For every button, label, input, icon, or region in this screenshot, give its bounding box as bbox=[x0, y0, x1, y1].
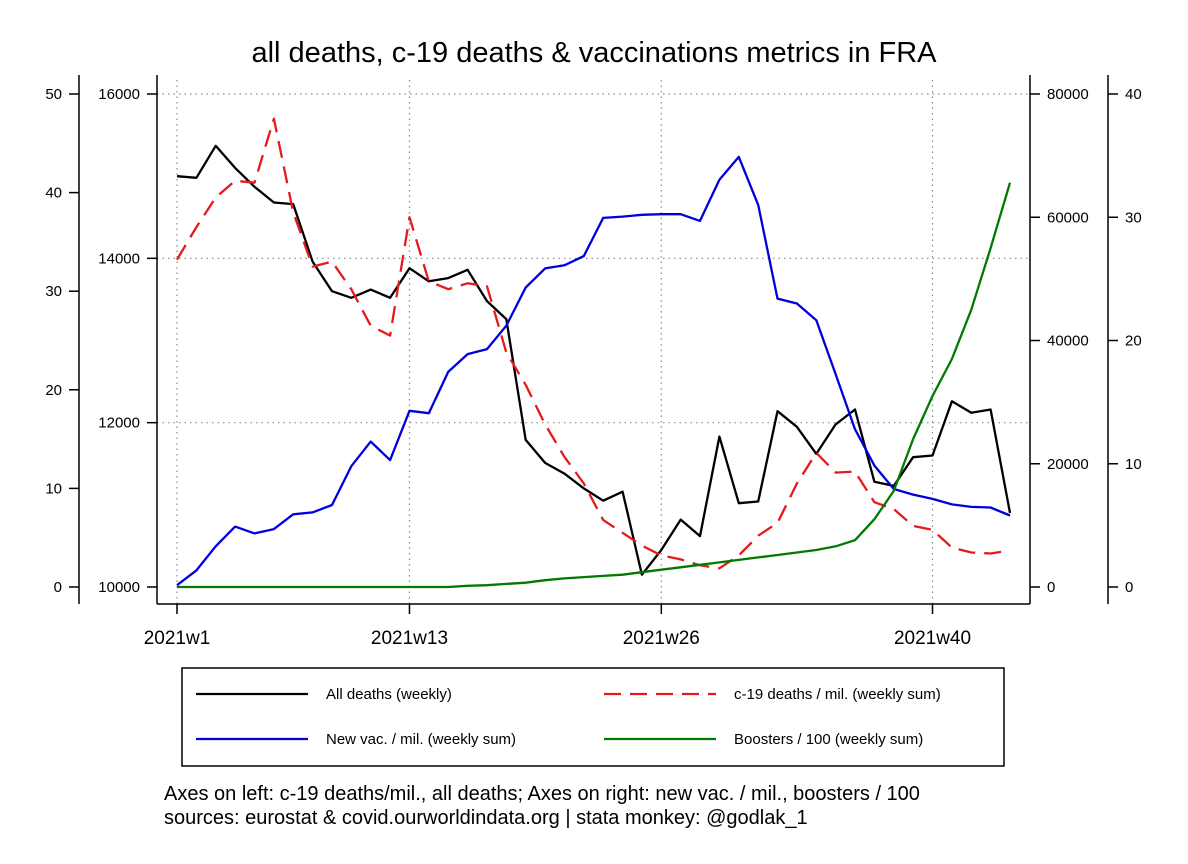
y-tick-label: 80000 bbox=[1047, 86, 1089, 103]
legend-label-2: c-19 deaths / mil. (weekly sum) bbox=[734, 686, 941, 703]
y-tick-label: 14000 bbox=[98, 250, 140, 267]
chart-title: all deaths, c-19 deaths & vaccinations m… bbox=[251, 37, 937, 69]
x-tick-label: 2021w40 bbox=[894, 628, 971, 649]
series-lines bbox=[176, 117, 1012, 589]
y-tick-label: 40 bbox=[1125, 86, 1142, 103]
legend-label-3: New vac. / mil. (weekly sum) bbox=[326, 731, 516, 748]
y-tick-label: 40 bbox=[45, 185, 62, 202]
series-line-2 bbox=[176, 117, 1011, 570]
y-tick-label: 12000 bbox=[98, 415, 140, 432]
x-tick-label: 2021w26 bbox=[623, 628, 700, 649]
y-tick-label: 0 bbox=[1047, 579, 1055, 596]
y-tick-label: 10 bbox=[1125, 456, 1142, 473]
series-line-3 bbox=[176, 155, 1011, 587]
legend: All deaths (weekly) c-19 deaths / mil. (w… bbox=[181, 667, 1005, 767]
y-tick-label: 30 bbox=[1125, 209, 1142, 226]
y-tick-label: 20 bbox=[45, 382, 62, 399]
y-tick-label: 0 bbox=[1125, 579, 1133, 596]
axes: 0102030405010000120001400016000020000400… bbox=[45, 75, 1142, 649]
series-line-1 bbox=[176, 144, 1012, 576]
note-line-1: Axes on left: c-19 deaths/mil., all deat… bbox=[164, 783, 920, 805]
y-tick-label: 0 bbox=[54, 579, 62, 596]
x-tick-label: 2021w13 bbox=[371, 628, 448, 649]
y-tick-label: 16000 bbox=[98, 86, 140, 103]
legend-box bbox=[181, 667, 1005, 767]
y-tick-label: 60000 bbox=[1047, 209, 1089, 226]
x-tick-label: 2021w1 bbox=[144, 628, 211, 649]
y-tick-label: 10 bbox=[45, 480, 62, 497]
note-line-2: sources: eurostat & covid.ourworldindata… bbox=[164, 807, 808, 829]
legend-label-4: Boosters / 100 (weekly sum) bbox=[734, 731, 923, 748]
y-tick-label: 10000 bbox=[98, 579, 140, 596]
legend-label-1: All deaths (weekly) bbox=[326, 686, 452, 703]
series-line-4 bbox=[177, 182, 1012, 589]
y-tick-label: 30 bbox=[45, 283, 62, 300]
y-tick-label: 20000 bbox=[1047, 456, 1089, 473]
y-tick-label: 40000 bbox=[1047, 333, 1089, 350]
y-tick-label: 50 bbox=[45, 86, 62, 103]
y-tick-label: 20 bbox=[1125, 333, 1142, 350]
grid-lines bbox=[157, 80, 1030, 604]
